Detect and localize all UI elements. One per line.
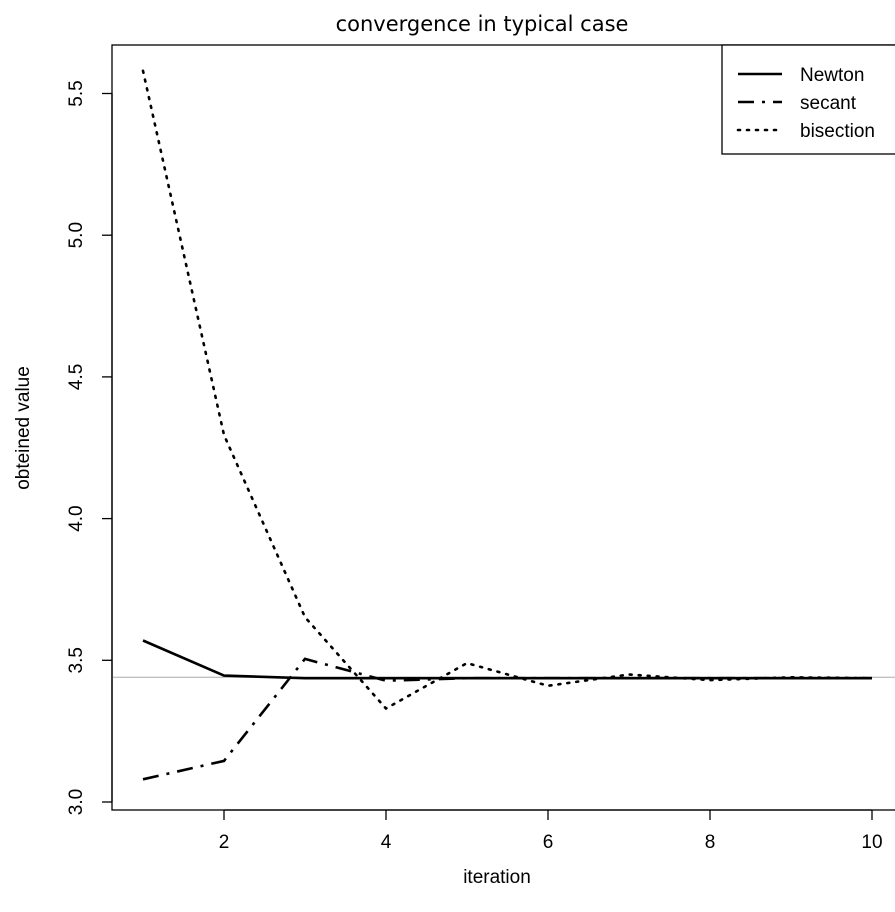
y-tick-label: 3.5 [66, 647, 87, 673]
y-tick-label: 5.0 [66, 222, 87, 248]
x-axis-label: iteration [463, 867, 531, 888]
x-tick-label: 8 [705, 832, 716, 853]
legend-label-newton: Newton [800, 65, 864, 86]
x-tick-label: 10 [861, 832, 882, 853]
series-line-secant [142, 657, 872, 781]
y-tick-label: 5.5 [66, 80, 87, 106]
legend: Newton secant bisection [721, 44, 895, 155]
series-line-bisection [141, 69, 874, 711]
x-tick-label: 4 [381, 832, 392, 853]
plot-frame [111, 44, 895, 811]
legend-box [721, 44, 895, 155]
y-tick-label: 4.5 [66, 364, 87, 390]
y-tick-label: 4.0 [66, 505, 87, 531]
x-tick-label: 2 [219, 832, 230, 853]
y-axis-label: obteined value [13, 366, 34, 490]
series-line-newton [142, 639, 872, 680]
legend-label-secant: secant [800, 93, 857, 114]
y-tick-label: 3.0 [66, 789, 87, 815]
legend-label-bisection: bisection [800, 121, 875, 142]
x-tick-label: 6 [543, 832, 554, 853]
chart-title: convergence in typical case [336, 12, 629, 36]
